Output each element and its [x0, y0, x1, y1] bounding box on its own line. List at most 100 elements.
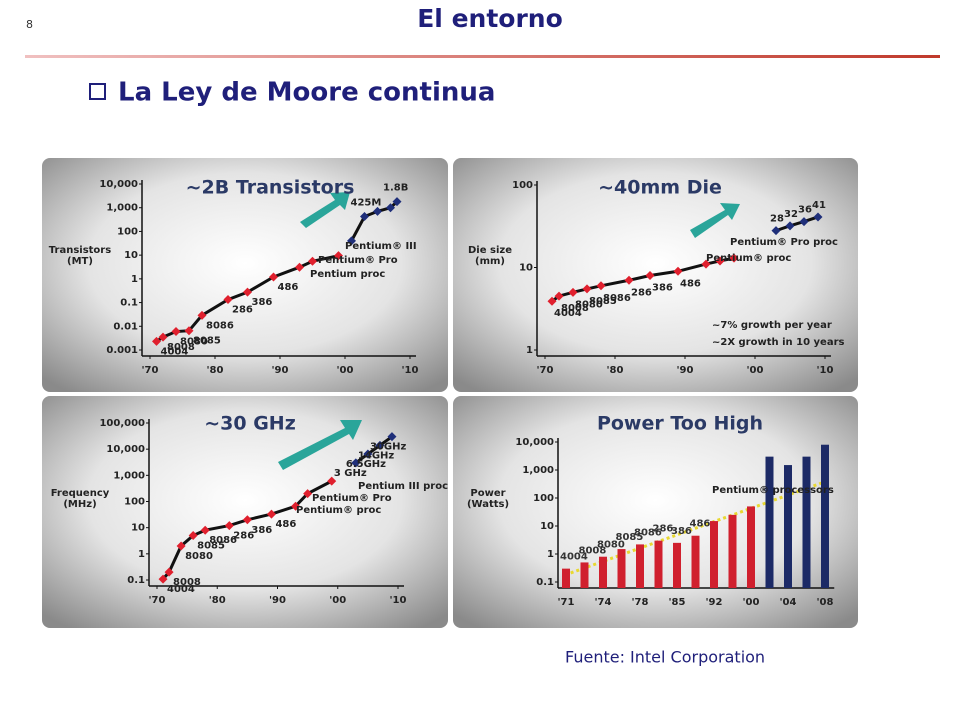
x-tick-label: '90 — [272, 365, 289, 376]
heading: La Ley de Moore continua — [118, 78, 495, 108]
y-axis-label: Die size (mm) — [468, 245, 512, 267]
point — [224, 521, 234, 531]
annotation: ~2X growth in 10 years — [712, 337, 845, 348]
trend-line — [775, 215, 819, 233]
point — [547, 296, 557, 306]
point-label: 486 — [690, 519, 711, 530]
point-label: 386 — [251, 525, 272, 536]
point — [152, 336, 161, 346]
point — [363, 449, 373, 459]
x-tick-label: '70 — [537, 365, 554, 376]
point-label: 286 — [631, 287, 652, 298]
point — [785, 221, 795, 231]
point-label: 4004 — [560, 552, 588, 563]
y-tick-label: 1 — [138, 549, 145, 560]
point-label: 4004 — [161, 346, 189, 357]
point-label: 486 — [278, 282, 299, 293]
annotation: Pentium® Pro — [312, 493, 392, 504]
x-tick-label: '10 — [817, 365, 834, 376]
annotation: Pentium proc — [310, 269, 385, 280]
bar — [821, 444, 829, 588]
point-label: 6.5GHz — [346, 459, 386, 470]
point — [645, 270, 655, 280]
panel — [42, 158, 448, 392]
point-label: 3 GHz — [334, 468, 367, 479]
point-label: 8085 — [197, 541, 225, 552]
point — [184, 326, 194, 336]
bar — [728, 514, 737, 588]
arrow-icon — [300, 192, 350, 228]
point — [387, 432, 397, 442]
y-tick-label: 100 — [117, 226, 138, 237]
y-axis-label: Transistors (MT) — [48, 245, 112, 267]
point-label: 8086 — [206, 320, 234, 331]
point-label: 425M — [351, 198, 382, 209]
point-label: 286 — [233, 531, 254, 542]
point-label: 8080 — [575, 299, 603, 310]
point — [295, 262, 304, 272]
y-tick-label: 0.01 — [113, 321, 138, 332]
x-tick-label: '74 — [595, 597, 612, 608]
y-tick-label: 10,000 — [99, 179, 138, 190]
y-axis-label: Frequency (MHz) — [50, 488, 110, 510]
chart-title: ~30 GHz — [204, 413, 296, 435]
x-tick-label: '80 — [607, 365, 624, 376]
x-tick-label: '85 — [669, 597, 686, 608]
annotation: Pentium® III — [345, 241, 417, 252]
annotation: Pentium III proc — [358, 481, 448, 492]
annotation: Pentium® proc — [296, 505, 381, 516]
y-tick-label: 10 — [131, 523, 145, 534]
point-label: 486 — [275, 519, 296, 530]
y-tick-label: 1,000 — [106, 203, 138, 214]
point-label: 286 — [653, 524, 674, 535]
point — [269, 272, 278, 282]
y-tick-label: 1,000 — [522, 465, 554, 476]
y-axis-label: Power (Watts) — [466, 488, 510, 510]
bar — [784, 465, 792, 588]
point-label: 8008 — [173, 577, 201, 588]
point-label: 8086 — [603, 293, 631, 304]
x-tick-label: '90 — [269, 595, 286, 606]
point — [729, 253, 739, 263]
bar — [691, 535, 700, 588]
point — [386, 203, 395, 213]
y-tick-label: 10,000 — [106, 444, 145, 455]
x-tick-label: '10 — [390, 595, 407, 606]
bar — [747, 506, 755, 588]
y-tick-label: 10 — [124, 250, 138, 261]
arrow-icon — [690, 203, 740, 238]
annotation: Pentium® processors — [712, 485, 834, 496]
x-tick-label: '71 — [558, 597, 575, 608]
bar — [599, 556, 607, 588]
point-label: 8080 — [185, 551, 213, 562]
bar — [654, 540, 663, 588]
point — [799, 217, 809, 227]
point-label: 8080 — [597, 540, 625, 551]
bar — [710, 521, 718, 588]
point-label: 4004 — [167, 584, 195, 595]
point-label: 1.8B — [383, 183, 408, 194]
point — [291, 501, 301, 511]
y-tick-label: 0.001 — [106, 345, 138, 356]
point-label: 386 — [671, 526, 692, 537]
arrow-icon — [278, 420, 362, 470]
bar — [562, 568, 570, 588]
point — [266, 509, 276, 519]
x-tick-label: '00 — [747, 365, 764, 376]
trend-line — [354, 435, 393, 465]
point — [771, 226, 781, 236]
point — [223, 295, 233, 305]
bar — [580, 562, 589, 588]
bar — [673, 542, 681, 588]
point-label: 30GHz — [370, 442, 406, 453]
y-tick-label: 10 — [519, 263, 533, 274]
source: Fuente: Intel Corporation — [565, 648, 765, 667]
x-tick-label: '80 — [209, 595, 226, 606]
point — [351, 458, 361, 468]
point — [308, 256, 317, 266]
point — [158, 332, 168, 342]
x-tick-label: '80 — [207, 365, 224, 376]
point — [347, 236, 356, 246]
bar — [636, 544, 644, 588]
